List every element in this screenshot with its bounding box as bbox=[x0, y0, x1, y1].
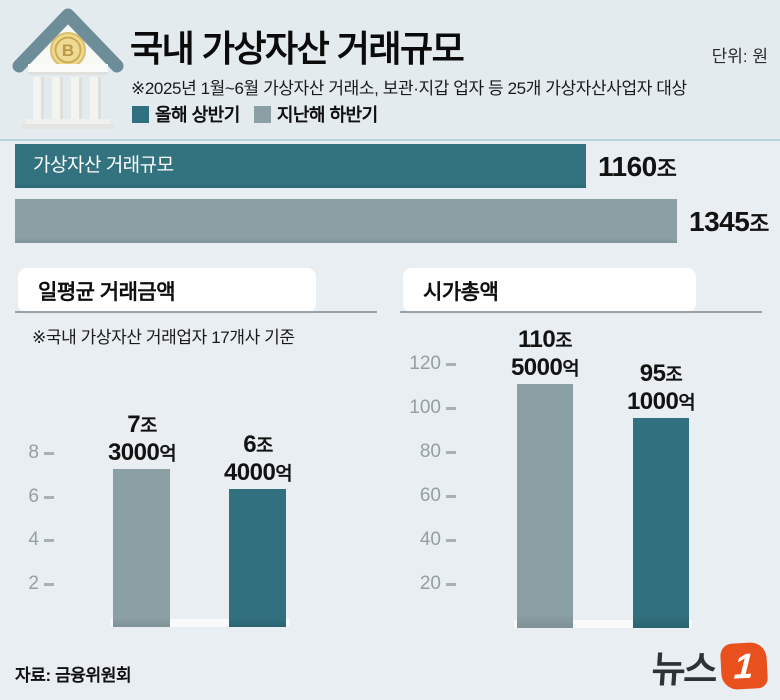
bank-columns bbox=[33, 77, 101, 121]
bar-value-label: 110조 5000억 bbox=[510, 326, 580, 381]
y-tick-label: 8 bbox=[28, 442, 39, 463]
panel-daily-average: 일평균 거래금액 bbox=[18, 268, 316, 313]
legend-label: 올해 상반기 bbox=[155, 105, 240, 125]
tick-mark bbox=[44, 538, 54, 542]
tick-mark bbox=[446, 406, 456, 410]
bank-roof bbox=[12, 8, 124, 73]
bitcoin-b-glyph: B bbox=[62, 41, 74, 60]
legend-item-current-half: 올해 상반기 bbox=[132, 101, 240, 127]
news1-one-badge: 1 bbox=[719, 641, 769, 691]
source-label: 자료: 금융위원회 bbox=[15, 666, 132, 685]
y-tick-label: 6 bbox=[28, 486, 39, 507]
baseline-strip bbox=[514, 620, 692, 628]
bank-base bbox=[26, 119, 110, 126]
panel-divider bbox=[15, 311, 377, 313]
news1-logo-text: 뉴스 bbox=[650, 649, 718, 690]
hbar-previous-value: 1345조 bbox=[689, 206, 769, 237]
y-tick-label: 4 bbox=[28, 529, 39, 550]
tick-mark bbox=[446, 494, 456, 498]
tick-mark bbox=[44, 451, 54, 455]
bar-previous-half bbox=[113, 469, 170, 627]
news1-logo: 뉴스 1 bbox=[650, 639, 769, 693]
unit-label: 단위: 원 bbox=[711, 47, 768, 66]
y-tick: 8 bbox=[10, 441, 54, 465]
y-tick: 4 bbox=[10, 528, 54, 552]
tick-mark bbox=[44, 582, 54, 586]
y-tick-label: 80 bbox=[419, 441, 441, 462]
header-divider bbox=[0, 139, 780, 141]
y-tick: 40 bbox=[406, 528, 456, 552]
legend-swatch-gray bbox=[253, 105, 271, 123]
y-tick-label: 2 bbox=[28, 573, 39, 594]
hbar-previous-half bbox=[15, 199, 677, 243]
y-tick-label: 20 bbox=[419, 573, 441, 594]
legend-label: 지난해 하반기 bbox=[276, 105, 378, 125]
y-tick: 60 bbox=[406, 484, 456, 508]
legend: 올해 상반기 지난해 하반기 bbox=[132, 101, 378, 127]
y-tick-label: 40 bbox=[419, 529, 441, 550]
bar-previous-half bbox=[517, 384, 573, 628]
bar-value-label: 6조 4000억 bbox=[223, 431, 293, 486]
y-tick-label: 60 bbox=[419, 485, 441, 506]
legend-swatch-teal bbox=[132, 105, 149, 123]
bar-current-half bbox=[633, 418, 689, 628]
subtitle: ※2025년 1월~6월 가상자산 거래소, 보관·지갑 업자 등 25개 가상… bbox=[131, 79, 687, 98]
news1-one-glyph: 1 bbox=[733, 645, 755, 687]
hbar-current-half: 가상자산 거래규모 bbox=[15, 144, 586, 188]
hbar-current-value: 1160조 bbox=[598, 151, 677, 182]
y-tick-label: 120 bbox=[409, 353, 441, 374]
tick-mark bbox=[446, 582, 456, 586]
y-tick: 6 bbox=[10, 485, 54, 509]
tick-mark bbox=[446, 538, 456, 542]
y-tick: 80 bbox=[406, 440, 456, 464]
header-band bbox=[0, 0, 780, 139]
tick-mark bbox=[446, 450, 456, 454]
panel-divider bbox=[400, 311, 762, 313]
bank-beam bbox=[28, 64, 108, 74]
bar-value-label: 95조 1000억 bbox=[626, 360, 696, 415]
hbar-row-label: 가상자산 거래규모 bbox=[33, 155, 174, 176]
y-tick: 100 bbox=[406, 396, 456, 420]
bar-value-label: 7조 3000억 bbox=[107, 411, 177, 466]
page-title: 국내 가상자산 거래규모 bbox=[130, 28, 465, 69]
y-tick: 120 bbox=[406, 352, 456, 376]
y-tick: 2 bbox=[10, 572, 54, 596]
legend-item-previous-half: 지난해 하반기 bbox=[253, 101, 378, 127]
bar-current-half bbox=[229, 489, 286, 627]
tick-mark bbox=[446, 362, 456, 366]
panel-title: 시가총액 bbox=[423, 280, 499, 304]
baseline-strip bbox=[110, 619, 290, 627]
panel-note: ※국내 가상자산 거래업자 17개사 기준 bbox=[32, 328, 295, 347]
y-tick-label: 100 bbox=[409, 397, 441, 418]
tick-mark bbox=[44, 495, 54, 499]
panel-title: 일평균 거래금액 bbox=[38, 280, 176, 304]
panel-market-cap: 시가총액 bbox=[403, 268, 696, 313]
bank-bitcoin-icon: B bbox=[12, 8, 124, 129]
y-tick: 20 bbox=[406, 572, 456, 596]
